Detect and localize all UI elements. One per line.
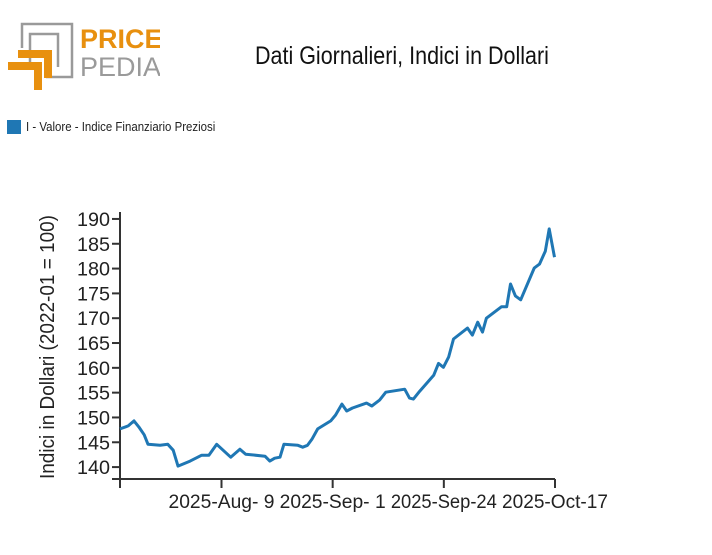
x-tick-label: 2025-Sep-24: [391, 492, 497, 513]
y-tick-label: 160: [77, 359, 110, 380]
y-tick-label: 175: [77, 284, 110, 305]
y-tick-label: 145: [77, 433, 110, 454]
chart-title: Dati Giornalieri, Indici in Dollari: [255, 42, 549, 70]
x-tick-label: 2025-Sep- 1: [280, 492, 386, 513]
y-axis: 140 145 150 155 160 165 170 175 180 185 190: [77, 210, 121, 479]
x-tick-label: 2025-Aug- 9: [169, 492, 275, 513]
legend: I - Valore - Indice Finanziario Preziosi: [7, 119, 241, 134]
y-tick-label: 140: [77, 458, 110, 479]
x-axis: 2025-Aug- 9 2025-Sep- 1 2025-Sep-24 2025-Oc…: [112, 478, 608, 513]
pricepedia-logo: PRICE PEDIA: [8, 22, 160, 90]
y-tick-label: 180: [77, 260, 110, 281]
y-tick-label: 150: [77, 408, 110, 429]
legend-swatch: [7, 119, 21, 134]
y-axis-label: Indici in Dollari (2022-01 = 100): [37, 215, 59, 479]
svg-text:PEDIA: PEDIA: [80, 52, 160, 82]
x-tick-label: 2025-Oct-17: [502, 492, 608, 513]
y-tick-label: 165: [77, 334, 110, 355]
y-tick-label: 190: [77, 210, 110, 231]
series-line: [119, 227, 556, 468]
svg-text:PRICE: PRICE: [80, 24, 160, 54]
y-tick-label: 185: [77, 235, 110, 256]
legend-label: I - Valore - Indice Finanziario Preziosi: [26, 119, 216, 134]
y-tick-label: 170: [77, 309, 110, 330]
y-tick-label: 155: [77, 384, 110, 405]
